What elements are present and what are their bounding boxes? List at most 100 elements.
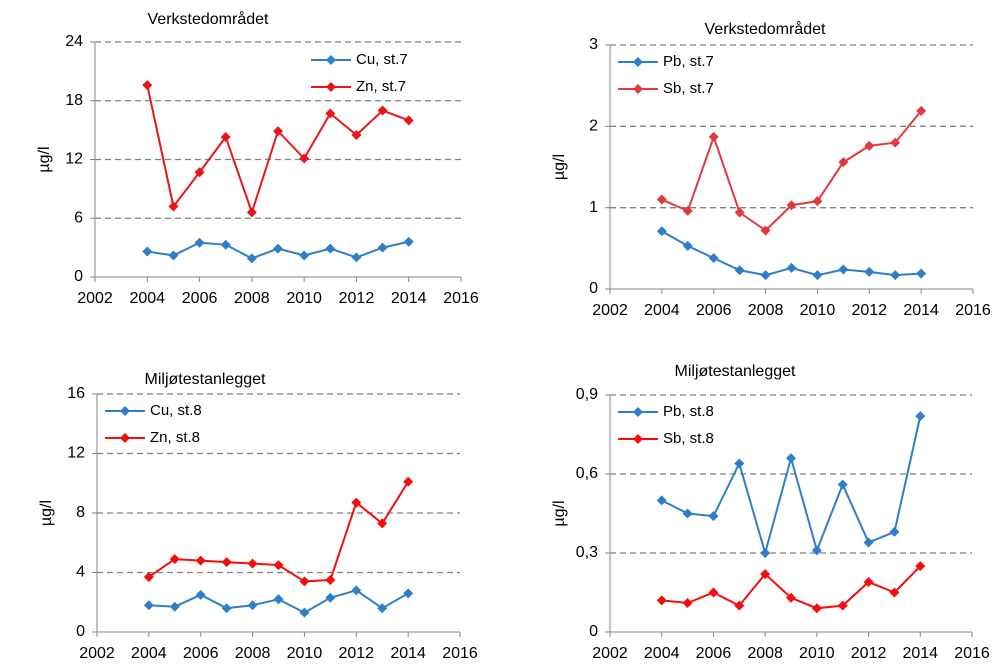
data-point [299, 607, 310, 618]
data-point [760, 270, 771, 281]
legend-label: Sb, st.7 [663, 80, 714, 97]
data-point [377, 242, 388, 253]
x-tick-label: 2006 [182, 290, 218, 307]
chart-title: Verkstedområdet [148, 10, 270, 28]
x-tick-label: 2002 [592, 302, 628, 319]
x-tick-label: 2008 [748, 302, 784, 319]
data-point [708, 253, 719, 264]
data-point [325, 574, 336, 585]
data-point [760, 548, 771, 558]
x-tick-label: 2014 [391, 290, 427, 307]
data-point [195, 589, 206, 600]
y-tick-label: 0,9 [576, 386, 598, 403]
data-point [299, 576, 310, 587]
x-tick-label: 2010 [800, 302, 836, 319]
data-point [811, 545, 822, 556]
y-tick-label: 18 [65, 92, 83, 109]
data-point [760, 569, 771, 580]
data-point [142, 80, 153, 91]
data-point [890, 270, 901, 281]
y-tick-label: 12 [65, 151, 83, 168]
x-tick-label: 2004 [644, 645, 680, 662]
y-axis-label: µg/l [38, 500, 55, 526]
legend-marker [120, 433, 130, 443]
data-point [194, 237, 205, 248]
x-tick-label: 2002 [77, 290, 113, 307]
data-point [786, 262, 797, 273]
data-point [142, 246, 153, 257]
x-tick-label: 2016 [954, 645, 990, 662]
data-point [377, 518, 388, 529]
x-tick-label: 2002 [592, 645, 628, 662]
data-point [812, 270, 823, 281]
data-point [195, 555, 206, 566]
data-point [864, 140, 875, 151]
series-line [661, 110, 922, 232]
data-point [889, 587, 900, 598]
data-point [168, 201, 179, 212]
data-point [863, 537, 874, 548]
data-point [682, 598, 693, 609]
data-point [811, 603, 822, 614]
y-tick-label: 6 [74, 209, 83, 226]
data-point [656, 226, 667, 237]
y-tick-label: 0 [74, 268, 83, 285]
data-point [143, 600, 154, 611]
data-point [403, 236, 414, 247]
legend-label: Cu, st.7 [356, 51, 408, 68]
data-point [837, 479, 848, 490]
data-point [786, 592, 796, 603]
data-point [325, 243, 336, 254]
chart-title: Miljøtestanlegget [145, 371, 267, 388]
data-point [838, 157, 849, 168]
data-point [656, 595, 667, 606]
x-tick-label: 2010 [799, 645, 835, 662]
data-point [325, 592, 336, 603]
y-tick-label: 24 [65, 33, 83, 50]
data-point [247, 558, 258, 569]
legend-label: Zn, st.8 [150, 429, 200, 446]
data-point [656, 194, 667, 205]
legend-marker [633, 407, 643, 417]
data-point [220, 239, 231, 250]
data-point [169, 554, 180, 565]
data-point [403, 115, 414, 126]
data-point [916, 105, 927, 116]
y-tick-label: 8 [76, 504, 85, 521]
data-point [351, 585, 362, 596]
chart-title: Verkstedområdet [705, 20, 827, 38]
legend-label: Zn, st.7 [356, 78, 406, 95]
data-point [708, 587, 719, 598]
data-point [786, 200, 797, 211]
data-point [734, 207, 745, 218]
x-tick-label: 2014 [902, 645, 938, 662]
x-tick-label: 2016 [443, 290, 479, 307]
x-tick-label: 2008 [747, 645, 783, 662]
data-point [143, 571, 154, 582]
legend-marker [326, 82, 336, 92]
data-point [273, 594, 284, 605]
x-tick-label: 2004 [644, 302, 680, 319]
y-tick-label: 4 [76, 564, 85, 581]
y-tick-label: 0,3 [576, 544, 598, 561]
data-point [246, 207, 257, 218]
legend-label: Sb, st.8 [663, 430, 714, 447]
data-point [786, 453, 796, 464]
data-point [838, 264, 849, 275]
data-point [273, 243, 283, 254]
data-point [889, 526, 900, 537]
data-point [890, 137, 901, 148]
x-tick-label: 2012 [338, 645, 374, 662]
x-tick-label: 2010 [287, 645, 323, 662]
data-point [837, 600, 848, 611]
legend-label: Cu, st.8 [150, 402, 202, 419]
data-point [377, 105, 388, 116]
y-axis-label: µg/l [551, 500, 568, 526]
y-tick-label: 0 [589, 280, 598, 297]
data-point [656, 495, 667, 506]
data-point [708, 131, 719, 142]
data-point [351, 252, 362, 263]
y-axis-label: µg/l [36, 146, 53, 172]
legend-marker [633, 84, 643, 94]
